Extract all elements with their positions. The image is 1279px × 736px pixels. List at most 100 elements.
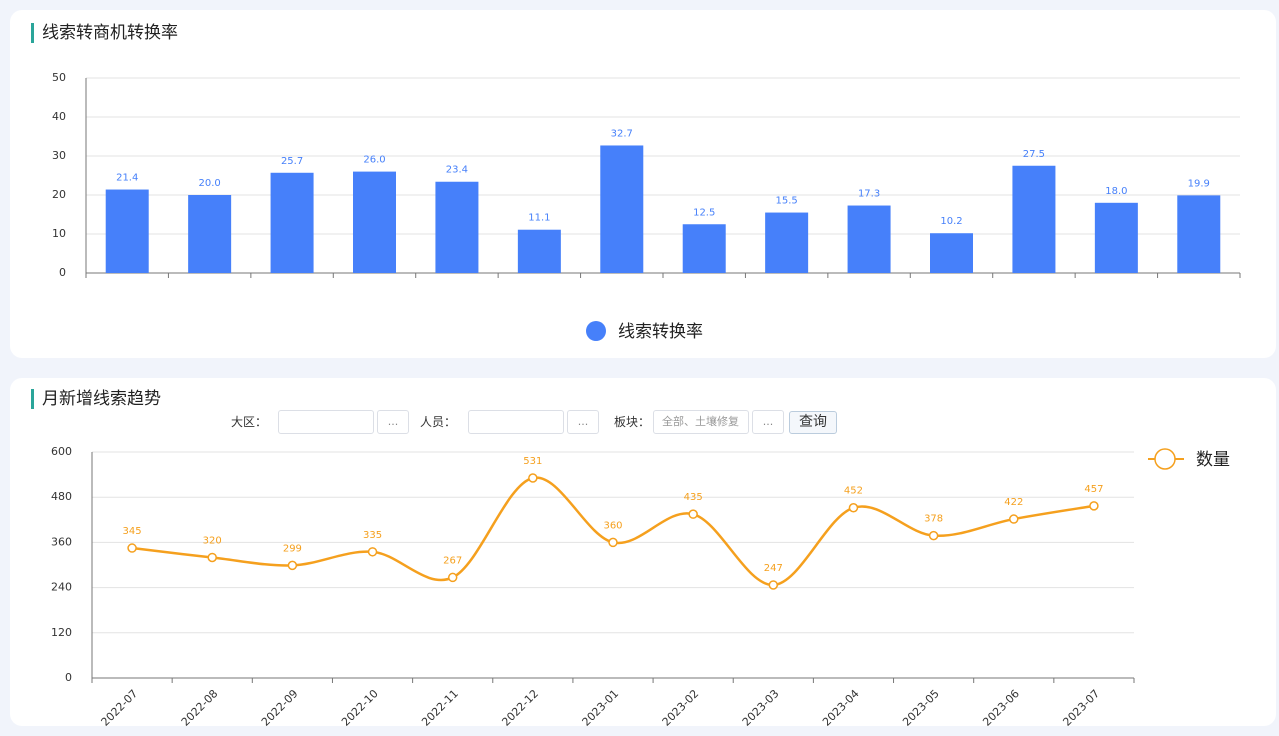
y-tick-label: 240 [51, 581, 72, 594]
value-label: 457 [1084, 484, 1103, 495]
x-tick-label: 2023-01 [580, 687, 622, 729]
value-label: 15.5 [776, 196, 798, 207]
point [127, 543, 137, 553]
bar [1177, 195, 1221, 273]
value-label: 452 [844, 486, 863, 497]
point [688, 509, 698, 519]
bar [930, 233, 973, 273]
value-label: 23.4 [446, 165, 468, 176]
bar [1012, 165, 1056, 273]
point [207, 552, 217, 563]
value-label: 32.7 [611, 128, 633, 139]
value-label: 11.1 [528, 213, 550, 224]
x-tick-label: 2022-08 [179, 687, 221, 729]
x-tick-label: 2022-11 [419, 687, 461, 729]
bar [188, 195, 232, 273]
value-label: 25.7 [281, 156, 303, 167]
x-tick-label: 2023-06 [980, 687, 1022, 729]
region-input[interactable] [278, 410, 374, 434]
panel [10, 378, 1276, 726]
point [367, 547, 378, 557]
bar [765, 212, 809, 273]
bar [435, 181, 479, 273]
legend-label: 线索转换率 [618, 322, 703, 342]
point [768, 580, 779, 590]
filter-label: 板块： [614, 415, 651, 429]
point [447, 572, 458, 583]
value-label: 27.5 [1023, 149, 1045, 160]
point [928, 530, 939, 541]
value-label: 26.0 [363, 155, 385, 166]
picker-button[interactable]: ... [377, 410, 409, 434]
y-tick-label: 0 [65, 671, 72, 684]
point [1009, 514, 1019, 524]
x-tick-label: 2022-10 [339, 687, 381, 729]
x-tick-label: 2023-05 [900, 687, 942, 729]
bar [270, 172, 314, 273]
value-label: 335 [363, 530, 382, 541]
value-label: 19.9 [1188, 178, 1210, 189]
y-tick-label: 50 [52, 71, 66, 84]
title-accent [31, 23, 34, 43]
panel-title: 月新增线索趋势 [42, 389, 161, 409]
query-button[interactable]: 查询 [789, 411, 837, 434]
point [287, 560, 298, 571]
y-tick-label: 360 [51, 535, 72, 548]
value-label: 21.4 [116, 173, 138, 184]
x-tick-label: 2023-03 [740, 687, 782, 729]
y-tick-label: 600 [51, 445, 72, 458]
bar [105, 189, 149, 273]
point [608, 537, 618, 548]
value-label: 247 [764, 563, 783, 574]
y-tick-label: 30 [52, 149, 66, 162]
bar [1094, 202, 1138, 273]
bar [600, 145, 644, 273]
y-tick-label: 40 [52, 110, 66, 123]
point [848, 502, 859, 513]
value-label: 435 [684, 492, 703, 503]
value-label: 360 [603, 520, 622, 531]
value-label: 20.0 [199, 178, 221, 189]
title-accent [31, 389, 34, 409]
legend-marker [586, 321, 606, 341]
bar [682, 224, 726, 273]
value-label: 267 [443, 555, 462, 566]
y-tick-label: 20 [52, 188, 66, 201]
picker-button[interactable]: ... [752, 410, 784, 434]
y-tick-label: 0 [59, 266, 66, 279]
bar [353, 171, 396, 273]
sector-input[interactable]: 全部、土壤修复 [653, 410, 749, 434]
legend-marker [1154, 448, 1176, 470]
y-tick-label: 120 [51, 626, 72, 639]
value-label: 378 [924, 514, 943, 525]
filter-label: 大区： [231, 415, 268, 429]
value-label: 12.5 [693, 207, 715, 218]
bar [847, 205, 891, 273]
picker-button[interactable]: ... [567, 410, 599, 434]
x-tick-label: 2022-12 [499, 687, 541, 729]
x-tick-label: 2022-09 [259, 687, 301, 729]
value-label: 531 [523, 456, 542, 467]
bar [517, 229, 561, 273]
x-tick-label: 2023-07 [1060, 687, 1102, 729]
point [1089, 501, 1099, 511]
y-tick-label: 480 [51, 490, 72, 503]
x-tick-label: 2023-02 [660, 687, 702, 729]
x-tick-label: 2023-04 [820, 687, 862, 729]
point [528, 473, 538, 483]
value-label: 17.3 [858, 189, 880, 200]
y-tick-label: 10 [52, 227, 66, 240]
value-label: 18.0 [1105, 186, 1127, 197]
person-input[interactable] [468, 410, 564, 434]
value-label: 10.2 [940, 216, 962, 227]
value-label: 299 [283, 543, 302, 554]
legend-label: 数量 [1196, 450, 1230, 470]
value-label: 320 [203, 535, 222, 546]
panel-title: 线索转商机转换率 [42, 23, 178, 43]
x-tick-label: 2022-07 [99, 687, 141, 729]
filter-label: 人员： [420, 415, 457, 429]
value-label: 422 [1004, 497, 1023, 508]
value-label: 345 [123, 526, 142, 537]
